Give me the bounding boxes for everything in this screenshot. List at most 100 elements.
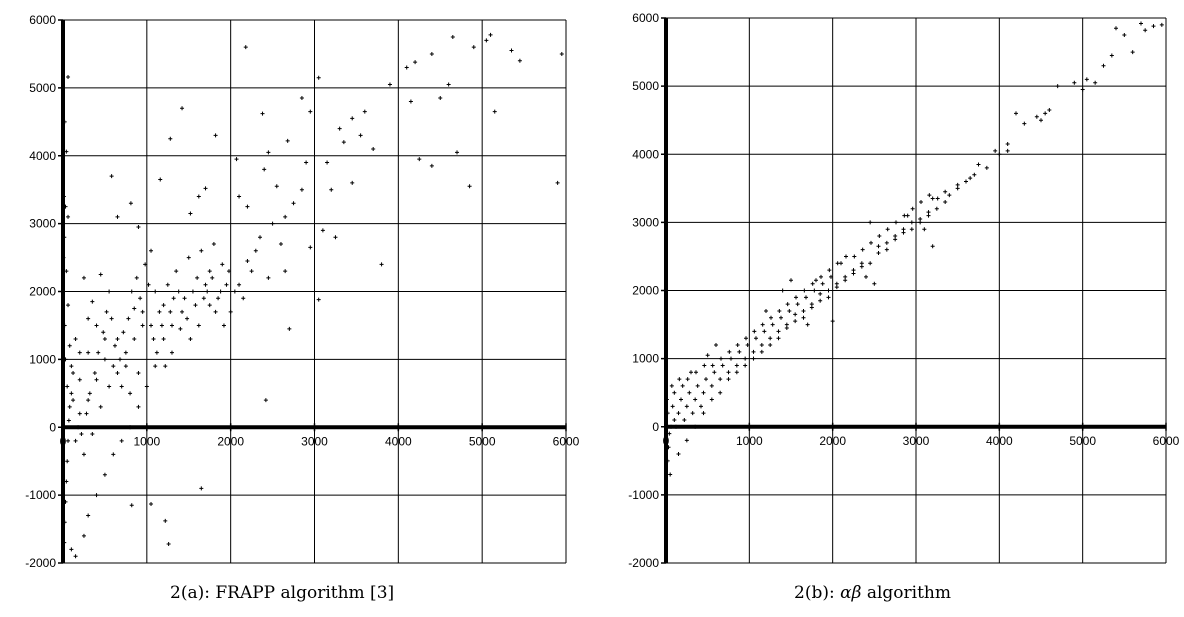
b-xtick-label-4: 4000 xyxy=(986,434,1013,448)
a-point-171 xyxy=(79,432,84,437)
a-point-13 xyxy=(180,106,185,111)
a-point-96 xyxy=(98,272,103,277)
b-point-57 xyxy=(676,411,681,416)
a-point-136 xyxy=(81,452,86,457)
b-point-54 xyxy=(701,390,706,395)
a-point-204 xyxy=(218,289,223,294)
a-point-64 xyxy=(299,187,304,192)
a-point-3 xyxy=(61,194,66,199)
b-point-126 xyxy=(770,322,775,327)
b-point-162 xyxy=(852,254,857,259)
b-point-35 xyxy=(859,261,864,266)
b-point-106 xyxy=(930,244,935,249)
a-xtick-label-3: 3000 xyxy=(301,434,328,448)
b-point-34 xyxy=(868,220,873,225)
a-point-155 xyxy=(102,337,107,342)
a-point-70 xyxy=(358,133,363,138)
a-point-152 xyxy=(128,391,133,396)
a-point-202 xyxy=(210,275,215,280)
b-point-104 xyxy=(905,213,910,218)
a-point-138 xyxy=(98,404,103,409)
b-point-161 xyxy=(844,254,848,259)
a-point-154 xyxy=(111,364,116,369)
b-point-125 xyxy=(762,329,767,334)
a-point-16 xyxy=(203,186,208,191)
b-point-138 xyxy=(665,411,670,416)
b-point-163 xyxy=(860,247,865,252)
a-point-75 xyxy=(266,275,271,280)
b-point-94 xyxy=(926,210,931,215)
a-point-10 xyxy=(149,248,154,253)
a-point-47 xyxy=(429,163,434,168)
a-point-129 xyxy=(216,296,221,301)
b-point-44 xyxy=(784,322,789,327)
a-point-36 xyxy=(446,82,451,87)
b-point-165 xyxy=(877,234,882,238)
a-point-83 xyxy=(224,282,229,287)
a-point-206 xyxy=(226,269,231,274)
a-point-72 xyxy=(262,167,267,172)
a-point-130 xyxy=(228,309,233,314)
a-point-38 xyxy=(471,45,476,50)
a-xtick-label-5: 5000 xyxy=(469,434,496,448)
a-point-126 xyxy=(182,296,187,301)
a-point-172 xyxy=(84,411,89,416)
b-point-89 xyxy=(884,247,889,252)
a-point-157 xyxy=(86,350,91,355)
caption-b: 2(b): αβ algorithm xyxy=(794,583,951,603)
a-point-142 xyxy=(132,337,137,342)
a-point-68 xyxy=(337,126,342,131)
a-point-28 xyxy=(350,116,355,121)
b-point-29 xyxy=(909,220,914,225)
a-point-184 xyxy=(134,275,139,280)
a-ytick-label-6: 4000 xyxy=(29,149,56,163)
a-point-209 xyxy=(241,296,246,301)
a-point-161 xyxy=(63,357,68,362)
a-point-140 xyxy=(115,370,120,375)
a-point-180 xyxy=(118,357,123,362)
a-point-153 xyxy=(119,384,124,389)
a-point-196 xyxy=(185,316,190,321)
b-point-99 xyxy=(764,308,768,313)
a-point-147 xyxy=(174,269,179,274)
a-ytick-label-4: 2000 xyxy=(29,285,56,299)
a-point-101 xyxy=(73,337,78,342)
b-point-148 xyxy=(735,343,740,347)
b-point-27 xyxy=(926,213,931,218)
a-point-66 xyxy=(325,160,330,165)
a-point-88 xyxy=(169,350,174,355)
b-point-134 xyxy=(699,404,703,409)
a-point-192 xyxy=(168,309,173,314)
a-point-173 xyxy=(87,391,92,396)
a-point-185 xyxy=(138,296,143,301)
a-point-95 xyxy=(107,289,112,294)
a-xtick-label-0: 0 xyxy=(60,434,67,448)
a-point-175 xyxy=(96,350,101,355)
a-point-27 xyxy=(341,140,346,145)
b-point-110 xyxy=(705,353,710,358)
a-point-93 xyxy=(123,364,128,369)
a-point-19 xyxy=(237,194,242,199)
b-point-97 xyxy=(830,319,835,324)
a-point-35 xyxy=(438,96,443,101)
a-point-177 xyxy=(104,309,109,314)
b-point-60 xyxy=(667,431,672,436)
a-point-150 xyxy=(207,303,212,308)
a-point-208 xyxy=(237,282,242,287)
a-ytick-label-5: 3000 xyxy=(29,217,56,231)
b-point-14 xyxy=(1047,107,1052,112)
a-point-9 xyxy=(128,201,133,206)
a-point-151 xyxy=(136,370,141,375)
a-point-127 xyxy=(195,275,200,280)
a-ytick-label-8: 6000 xyxy=(29,13,56,27)
b-point-43 xyxy=(793,312,798,317)
chart-panel-a: 0 1000 2000 3000 4000 5000 6000 -2000 -1000 0 1000… xyxy=(0,0,590,617)
b-ytick-label-7: 5000 xyxy=(632,79,659,93)
b-point-92 xyxy=(909,227,914,232)
b-point-176 xyxy=(972,172,977,177)
a-point-158 xyxy=(77,377,82,382)
a-point-125 xyxy=(169,323,174,328)
a-point-74 xyxy=(283,214,288,219)
a-point-169 xyxy=(71,398,76,403)
b-point-64 xyxy=(676,452,681,456)
